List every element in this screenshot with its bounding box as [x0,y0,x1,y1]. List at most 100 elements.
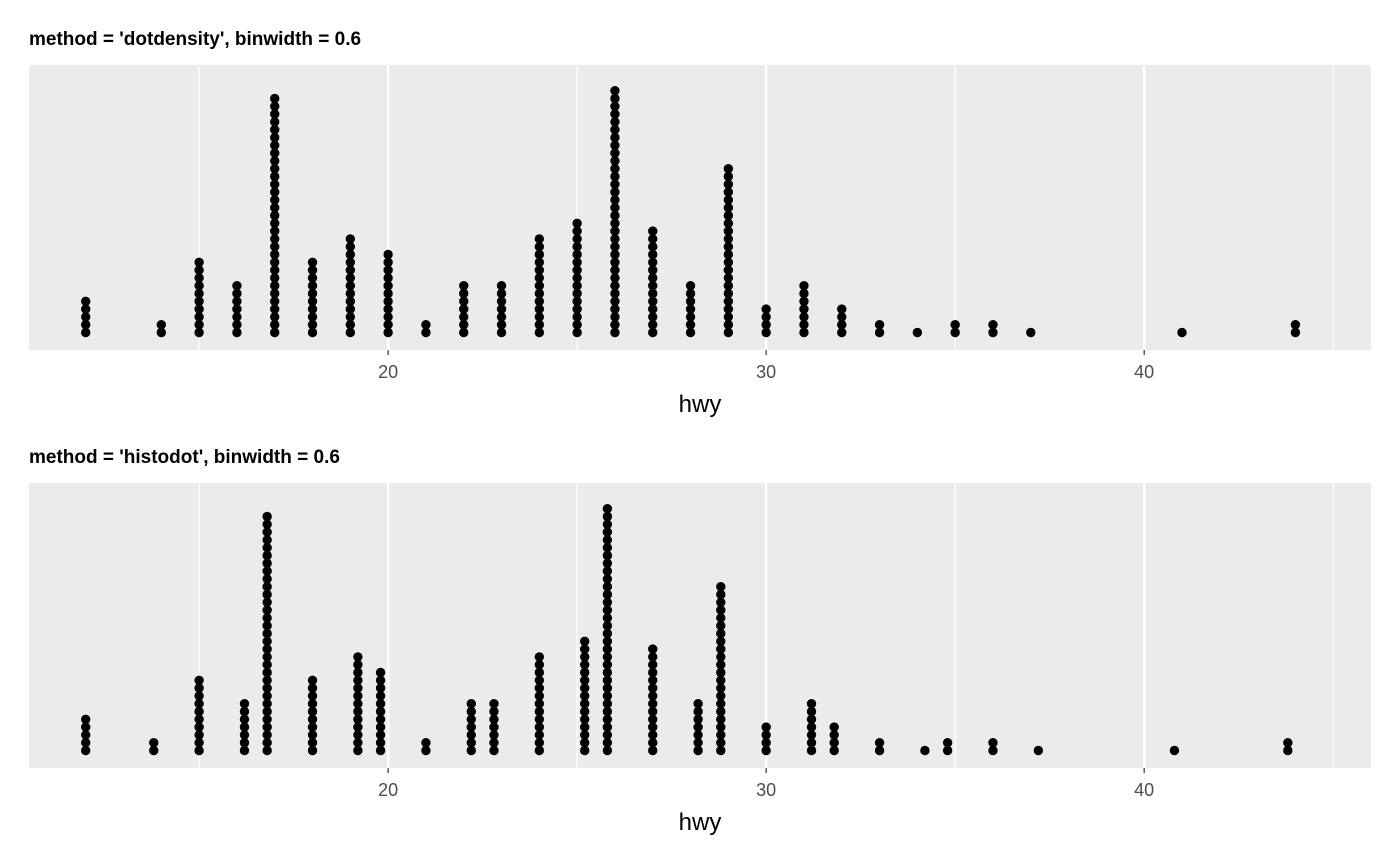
dot [693,722,703,732]
dot [610,187,620,197]
dot [806,699,817,709]
dot [610,101,620,112]
dot [572,242,582,252]
dot [262,738,272,748]
dot [648,683,658,693]
dot [580,722,590,732]
dot [232,327,242,338]
dot [716,722,726,732]
dot [496,288,507,299]
dot [375,730,386,740]
dot [262,566,272,576]
dot [1033,745,1044,756]
dotdensity-panel-background [29,65,1371,350]
dot [194,699,204,709]
dot [723,288,734,299]
dot [270,257,280,267]
dot [81,327,91,338]
dot [716,652,726,662]
dot [489,745,499,756]
dot [534,327,545,338]
dot [806,738,817,748]
dot [262,675,272,685]
dot [761,320,771,330]
dot [262,621,272,631]
dot [610,273,620,283]
dot [610,281,620,291]
dot [648,249,658,260]
dot [610,156,620,166]
dot [799,304,809,314]
dot [610,203,620,213]
dot [270,179,280,189]
dotdensity-gridlines [198,65,1334,350]
dot [270,117,280,127]
dotdensity-x-axis: 20 30 40 [378,350,1154,382]
dot [602,660,613,670]
dot [81,320,91,330]
dot [988,745,998,756]
dot [685,312,696,322]
dot [602,589,613,600]
dot [716,683,726,693]
dot [829,738,839,748]
dot [459,296,469,306]
dot [610,117,620,127]
dot [383,257,393,267]
dot [270,226,280,236]
dot [262,589,272,600]
dot [307,683,318,693]
dot [262,745,272,756]
dot [602,574,613,584]
dot [988,327,998,338]
dot [602,738,613,748]
dot [534,288,545,299]
dot [307,745,318,756]
dot [489,699,499,709]
dot [806,722,817,732]
dot [262,660,272,670]
dot [610,265,620,275]
histodot-dots [81,504,1293,756]
dot [716,660,726,670]
dot [270,93,280,104]
dot [950,320,960,330]
dot [648,660,658,670]
dot [648,699,658,709]
dot [194,730,204,740]
dot [685,327,696,338]
dot [716,613,726,623]
dot [232,304,242,314]
dot [262,730,272,740]
dot [270,195,280,205]
dot [942,745,953,756]
dot [353,660,363,670]
dot [534,730,545,740]
dot [270,101,280,112]
dot [345,296,356,306]
dot [610,179,620,189]
dot [270,327,280,338]
x-tick-label: 40 [1134,780,1154,800]
dot [874,327,885,338]
dot [572,296,582,306]
dot [307,281,318,291]
dot [799,312,809,322]
dot [156,327,167,338]
dot [353,730,363,740]
dot [353,652,363,662]
dot [572,249,582,260]
dot [716,628,726,639]
dot [610,210,620,221]
dot [716,738,726,748]
dot [723,327,734,338]
dot [194,320,204,330]
dot [307,288,318,299]
dot [489,714,499,724]
dot [610,304,620,314]
dot [648,288,658,299]
x-tick-label: 20 [378,780,398,800]
dot [602,722,613,732]
dot [383,281,393,291]
